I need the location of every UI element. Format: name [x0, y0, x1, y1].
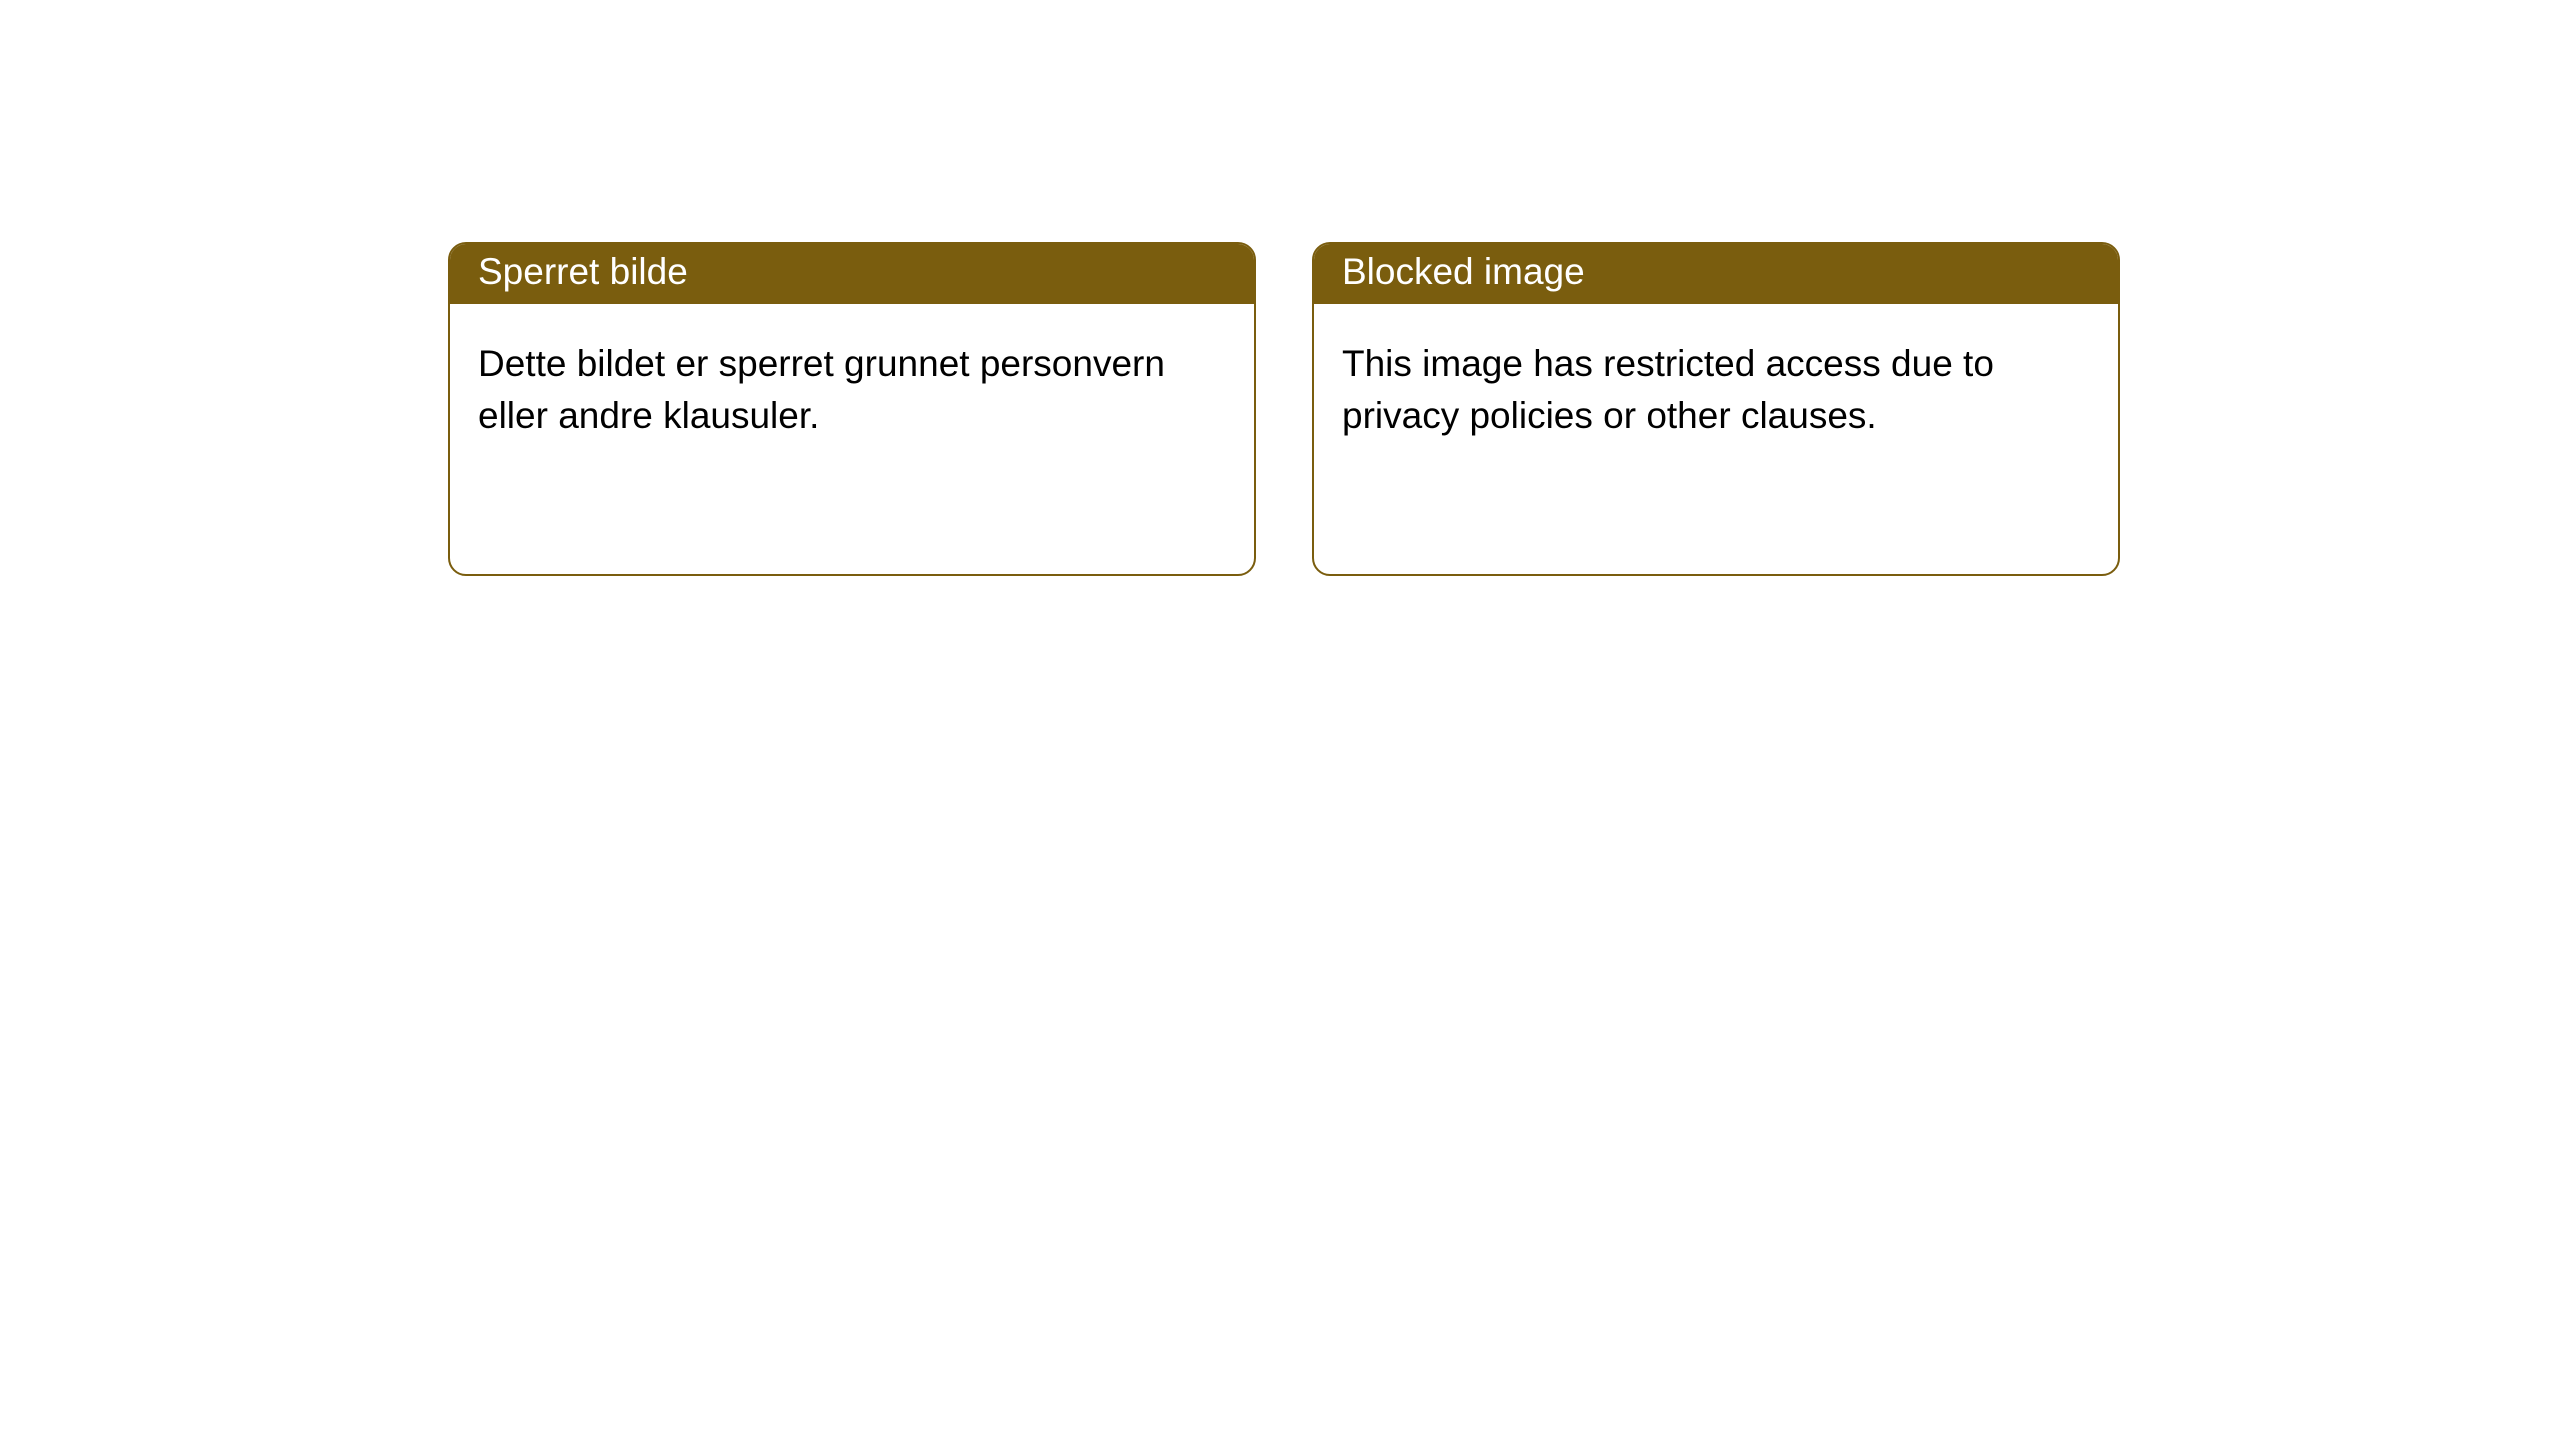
notice-header: Sperret bilde [450, 244, 1254, 304]
notice-body: Dette bildet er sperret grunnet personve… [450, 304, 1254, 476]
notice-header: Blocked image [1314, 244, 2118, 304]
notice-body-text: This image has restricted access due to … [1342, 343, 1994, 436]
notice-title: Sperret bilde [478, 251, 688, 293]
notice-body: This image has restricted access due to … [1314, 304, 2118, 476]
notice-container: Sperret bilde Dette bildet er sperret gr… [0, 0, 2560, 576]
notice-box-norwegian: Sperret bilde Dette bildet er sperret gr… [448, 242, 1256, 576]
notice-body-text: Dette bildet er sperret grunnet personve… [478, 343, 1165, 436]
notice-box-english: Blocked image This image has restricted … [1312, 242, 2120, 576]
notice-title: Blocked image [1342, 251, 1585, 293]
